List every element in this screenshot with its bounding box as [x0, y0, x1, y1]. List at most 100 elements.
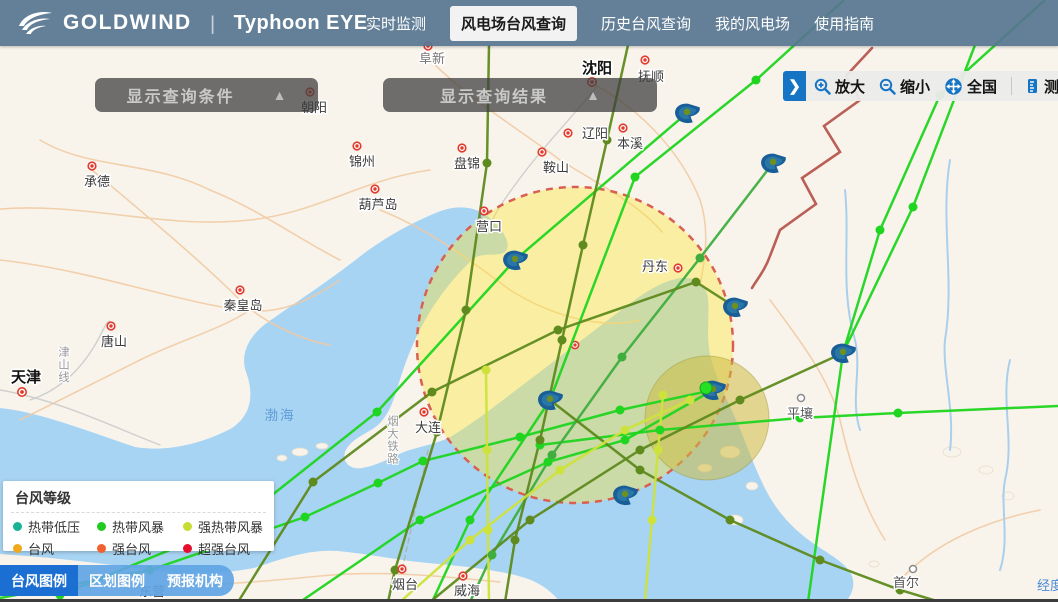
- typhoon-icon[interactable]: [831, 343, 856, 364]
- typhoon-icons[interactable]: [503, 103, 856, 506]
- legend-item-tropical-depression: 热带低压: [13, 517, 97, 536]
- typhoon-track-node[interactable]: [695, 253, 705, 263]
- legend-tab-bar: 台风图例 区划图例 预报机构: [0, 565, 234, 596]
- typhoon-track-node[interactable]: [418, 456, 428, 466]
- typhoon-track-node[interactable]: [515, 432, 525, 442]
- nav-item-user-guide[interactable]: 使用指南: [814, 15, 875, 33]
- typhoon-track-node[interactable]: [543, 457, 553, 467]
- typhoon-track-node[interactable]: [487, 550, 497, 560]
- typhoon-track-line[interactable]: [236, 280, 736, 602]
- typhoon-track-node[interactable]: [615, 405, 625, 415]
- whole-country-label: 全国: [967, 78, 998, 96]
- window-bottom-edge: [0, 599, 1058, 602]
- city-label: 鞍山: [543, 160, 569, 175]
- typhoon-track-node[interactable]: [372, 407, 382, 417]
- typhoon-track-node[interactable]: [735, 395, 745, 405]
- city-label: 盘锦: [454, 156, 480, 171]
- typhoon-track-node[interactable]: [465, 535, 475, 545]
- typhoon-track-node[interactable]: [602, 135, 612, 145]
- typhoon-track-node[interactable]: [655, 425, 665, 435]
- typhoon-track-line[interactable]: [484, 369, 491, 602]
- typhoon-track-node[interactable]: [557, 335, 567, 345]
- grade-dot-icon: [183, 544, 192, 553]
- nav-item-my-windfarm[interactable]: 我的风电场: [715, 15, 791, 33]
- typhoon-track-node[interactable]: [875, 225, 885, 235]
- typhoon-track-node[interactable]: [635, 465, 645, 475]
- legend-label: 强热带风暴: [198, 520, 264, 535]
- typhoon-track-node[interactable]: [658, 390, 668, 400]
- show-query-results-button[interactable]: 显示查询结果 ▲: [383, 78, 657, 112]
- typhoon-track-node[interactable]: [482, 445, 492, 455]
- goldwind-logo-icon: [19, 12, 52, 34]
- controls-divider: [1011, 77, 1013, 95]
- typhoon-track-node[interactable]: [415, 515, 425, 525]
- typhoon-track-node[interactable]: [691, 277, 701, 287]
- measure-distance-icon: [1028, 79, 1038, 93]
- typhoon-track-node[interactable]: [461, 305, 471, 315]
- typhoon-track-node[interactable]: [815, 555, 825, 565]
- typhoon-track-node[interactable]: [308, 477, 318, 487]
- typhoon-track-node[interactable]: [647, 515, 657, 525]
- typhoon-track-node[interactable]: [685, 395, 695, 405]
- typhoon-track-node[interactable]: [725, 515, 735, 525]
- city-marker-dot: [373, 187, 377, 191]
- typhoon-track-node[interactable]: [481, 365, 491, 375]
- typhoon-track-node[interactable]: [483, 525, 493, 535]
- zoom-in-button[interactable]: 放大: [814, 76, 865, 97]
- city-marker-dot: [566, 131, 570, 135]
- typhoon-track-node[interactable]: [620, 435, 630, 445]
- tab-typhoon-legend[interactable]: 台风图例: [0, 565, 78, 596]
- typhoon-track-node[interactable]: [547, 450, 557, 460]
- typhoon-track-node[interactable]: [751, 75, 761, 85]
- tab-district-legend[interactable]: 区划图例: [89, 572, 145, 589]
- show-query-conditions-button[interactable]: 显示查询条件 ▲: [95, 78, 318, 112]
- measure-distance-button[interactable]: 测距: [1026, 76, 1058, 97]
- typhoon-track-node[interactable]: [300, 512, 310, 522]
- nav-item-windfarm-typhoon-query[interactable]: 风电场台风查询: [450, 5, 578, 41]
- typhoon-track-node[interactable]: [465, 515, 475, 525]
- typhoon-icon[interactable]: [538, 390, 563, 411]
- typhoon-track-line[interactable]: [430, 0, 845, 602]
- typhoon-track-node[interactable]: [510, 535, 520, 545]
- typhoon-current-node[interactable]: [699, 381, 713, 395]
- typhoon-track-line[interactable]: [643, 394, 665, 602]
- typhoon-track-node[interactable]: [893, 408, 903, 418]
- pan-whole-country-icon: [945, 77, 962, 95]
- typhoon-track-node[interactable]: [620, 425, 630, 435]
- city-marker-icon: [908, 564, 918, 574]
- typhoon-icon[interactable]: [675, 103, 700, 124]
- typhoon-track-node[interactable]: [630, 172, 640, 182]
- zoom-out-button[interactable]: 缩小: [879, 76, 930, 97]
- whole-country-button[interactable]: 全国: [944, 76, 997, 97]
- nav-item-history-typhoon-query[interactable]: 历史台风查询: [601, 15, 692, 33]
- controls-collapse-button[interactable]: ❯: [783, 71, 806, 101]
- typhoon-track-node[interactable]: [482, 158, 492, 168]
- typhoon-track-node[interactable]: [555, 465, 565, 475]
- city-label: 威海: [454, 583, 480, 598]
- typhoon-track-node[interactable]: [373, 478, 383, 488]
- typhoon-track-node[interactable]: [427, 387, 437, 397]
- tab-forecast-agency[interactable]: 预报机构: [167, 572, 223, 589]
- typhoon-track-node[interactable]: [795, 413, 805, 423]
- typhoon-track-node[interactable]: [895, 585, 905, 595]
- nav-item-realtime-monitor[interactable]: 实时监测: [366, 15, 427, 33]
- typhoon-track-node[interactable]: [653, 445, 663, 455]
- typhoon-track-line[interactable]: [0, 388, 714, 600]
- typhoon-track-node[interactable]: [525, 515, 535, 525]
- typhoon-icon[interactable]: [761, 153, 786, 174]
- typhoon-icon[interactable]: [503, 250, 528, 271]
- typhoon-track-node[interactable]: [908, 202, 918, 212]
- typhoon-track-node[interactable]: [553, 325, 563, 335]
- city-label: 平壤: [787, 406, 813, 421]
- city-label: 沈阳: [582, 59, 612, 77]
- typhoon-track-node[interactable]: [432, 427, 442, 437]
- typhoon-track-node[interactable]: [635, 445, 645, 455]
- typhoon-track-line[interactable]: [386, 44, 491, 602]
- typhoon-track-node[interactable]: [535, 435, 545, 445]
- typhoon-track-node[interactable]: [617, 352, 627, 362]
- typhoon-icon[interactable]: [723, 297, 748, 318]
- typhoon-track-node[interactable]: [578, 240, 588, 250]
- typhoon-icon[interactable]: [613, 485, 638, 506]
- typhoon-track-node[interactable]: [390, 565, 400, 575]
- main-nav: 实时监测 风电场台风查询 历史台风查询 我的风电场 使用指南: [366, 0, 874, 46]
